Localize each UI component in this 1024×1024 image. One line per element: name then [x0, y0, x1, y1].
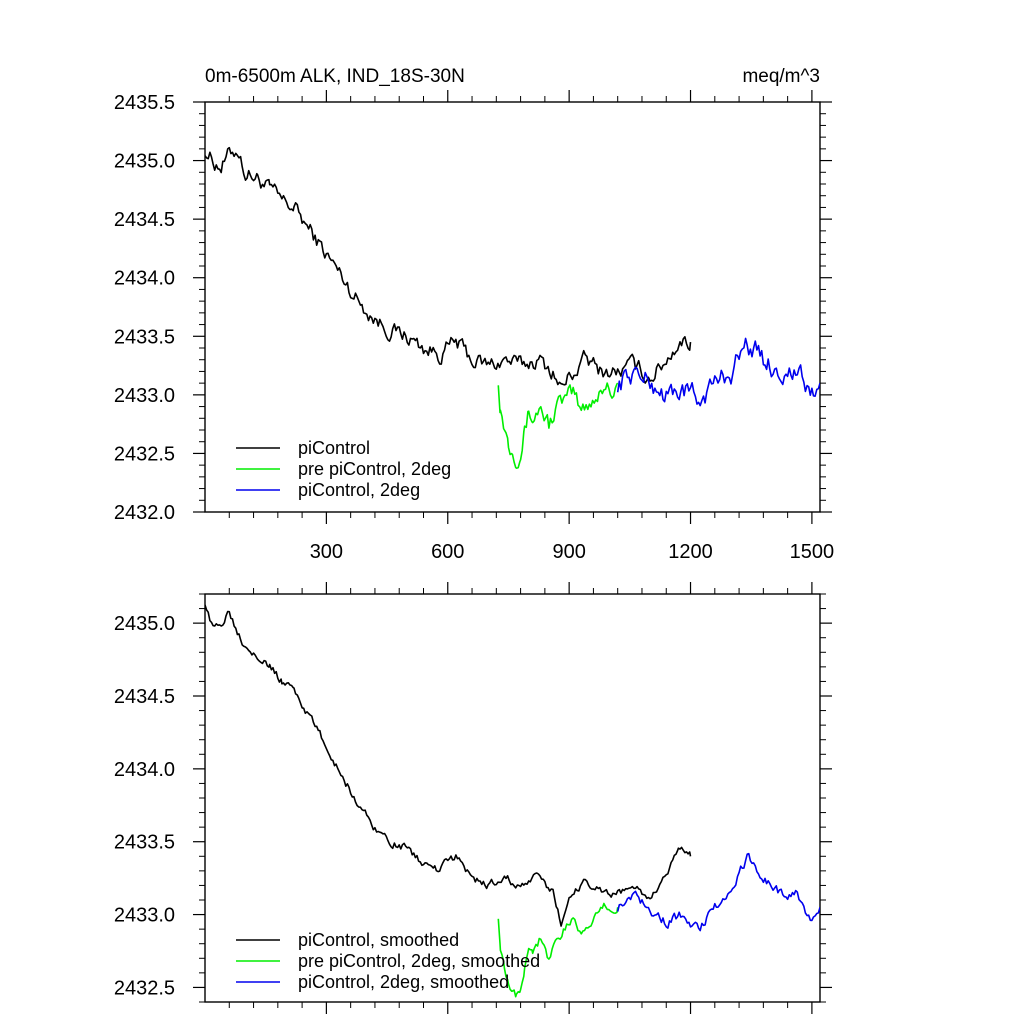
y-tick-label: 2433.0 — [114, 385, 175, 407]
series-line-0 — [205, 604, 692, 927]
series-line-1 — [497, 382, 619, 469]
y-tick-label: 2434.5 — [114, 209, 175, 231]
top-panel: 0m-6500m ALK, IND_18S-30N meq/m^3 300 600 90… — [114, 66, 834, 563]
series-line-0 — [205, 146, 692, 386]
chart-units: meq/m^3 — [742, 66, 820, 87]
y-tick-label: 2435.5 — [114, 92, 175, 114]
x-tick-label: 300 — [310, 541, 343, 563]
legend-label-0: piControl, smoothed — [298, 930, 459, 950]
legend-label-2: piControl, 2deg, smoothed — [298, 972, 509, 992]
y-tick-label: 2433.5 — [114, 326, 175, 348]
legend-label-2: piControl, 2deg — [298, 480, 420, 500]
x-tick-label: 600 — [431, 541, 464, 563]
y-tick-label: 2432.5 — [114, 977, 175, 999]
bottom-panel: 2432.5 2433.0 2433.5 2434.0 2434.5 2435.0 piCo… — [114, 582, 832, 1014]
x-tick-label: 900 — [552, 541, 585, 563]
x-tick-label: 1500 — [790, 541, 835, 563]
y-tick-label: 2434.0 — [114, 759, 175, 781]
y-tick-label: 2433.0 — [114, 905, 175, 927]
y-tick-label: 2433.5 — [114, 832, 175, 854]
series-line-2 — [616, 852, 820, 932]
x-tick-label: 1200 — [668, 541, 713, 563]
y-tick-label: 2435.0 — [114, 613, 175, 635]
legend-label-1: pre piControl, 2deg, smoothed — [298, 951, 540, 971]
y-tick-label: 2434.5 — [114, 686, 175, 708]
legend-label-0: piControl — [298, 438, 370, 458]
plot-frame — [204, 101, 821, 513]
y-tick-label: 2432.0 — [114, 502, 175, 524]
series-line-2 — [616, 337, 820, 407]
legend-label-1: pre piControl, 2deg — [298, 459, 451, 479]
series-line-1 — [497, 902, 619, 998]
chart-title: 0m-6500m ALK, IND_18S-30N — [205, 66, 465, 87]
y-tick-label: 2435.0 — [114, 151, 175, 173]
y-tick-label: 2434.0 — [114, 268, 175, 290]
y-tick-label: 2432.5 — [114, 443, 175, 465]
